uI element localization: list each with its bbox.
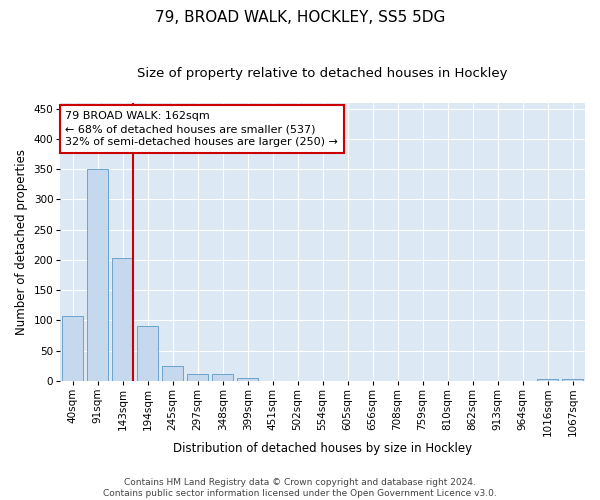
Bar bbox=[162, 366, 184, 381]
Bar bbox=[537, 379, 558, 381]
Bar bbox=[237, 378, 258, 381]
Text: Contains HM Land Registry data © Crown copyright and database right 2024.
Contai: Contains HM Land Registry data © Crown c… bbox=[103, 478, 497, 498]
Text: 79, BROAD WALK, HOCKLEY, SS5 5DG: 79, BROAD WALK, HOCKLEY, SS5 5DG bbox=[155, 10, 445, 25]
Title: Size of property relative to detached houses in Hockley: Size of property relative to detached ho… bbox=[137, 68, 508, 80]
Bar bbox=[112, 258, 133, 381]
Bar bbox=[137, 326, 158, 381]
Bar bbox=[87, 169, 109, 381]
Bar bbox=[212, 374, 233, 381]
Bar bbox=[187, 374, 208, 381]
X-axis label: Distribution of detached houses by size in Hockley: Distribution of detached houses by size … bbox=[173, 442, 472, 455]
Text: 79 BROAD WALK: 162sqm
← 68% of detached houses are smaller (537)
32% of semi-det: 79 BROAD WALK: 162sqm ← 68% of detached … bbox=[65, 111, 338, 148]
Bar bbox=[562, 379, 583, 381]
Bar bbox=[62, 316, 83, 381]
Y-axis label: Number of detached properties: Number of detached properties bbox=[15, 148, 28, 334]
